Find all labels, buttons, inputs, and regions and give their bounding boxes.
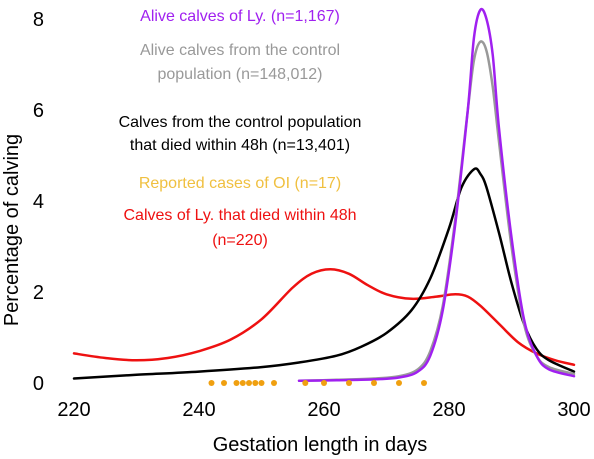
oi-case-point [302,380,309,386]
y-tick-label: 2 [33,282,44,304]
y-axis-title: Percentage of calving [1,134,23,326]
oi-case-point [258,380,265,386]
oi-case-point [371,380,377,386]
legend-entry: Alive calves of Ly. (n=1,167) [140,8,340,25]
x-tick-label: 240 [182,399,215,421]
y-tick-label: 4 [33,191,44,213]
y-tick-label: 0 [33,373,44,395]
oi-case-point [233,380,240,386]
oi-case-point [208,380,215,386]
oi-case-point [246,380,252,386]
x-tick-label: 280 [432,399,465,421]
x-axis-title: Gestation length in days [213,434,428,456]
x-tick-label: 300 [557,399,590,421]
legend-entry: population (n=148,012) [157,66,322,83]
x-tick-label: 220 [57,399,90,421]
x-axis-ticks: 220 240 260 280 300 [57,399,590,421]
y-axis-ticks: 0 2 4 6 8 [33,9,44,395]
series-line-3 [72,167,576,380]
legend-entry: Calves of Ly. that died within 48h [123,207,356,224]
oi-case-point [346,380,352,386]
y-tick-label: 6 [33,100,44,122]
oi-case-point [271,380,277,386]
series-line-4 [72,268,576,367]
series-line-1 [297,7,576,382]
x-tick-label: 260 [307,399,340,421]
legend-entry: Alive calves from the control [140,42,340,59]
oi-case-point [421,380,427,386]
legend-entry: Reported cases of OI (n=17) [139,175,341,192]
legend-entry: (n=220) [212,232,268,249]
plot-series [72,7,576,382]
oi-case-point [221,380,227,386]
oi-case-point [396,380,402,386]
plot-points [208,380,427,386]
oi-case-point [321,380,327,386]
legend-entry: that died within 48h (n=13,401) [130,137,350,154]
y-tick-label: 8 [33,9,44,31]
legend-entry: Calves from the control population [119,114,362,131]
legend: Alive calves of Ly. (n=1,167) Alive calve… [119,8,362,249]
oi-case-point [252,380,259,386]
oi-case-point [239,380,246,386]
